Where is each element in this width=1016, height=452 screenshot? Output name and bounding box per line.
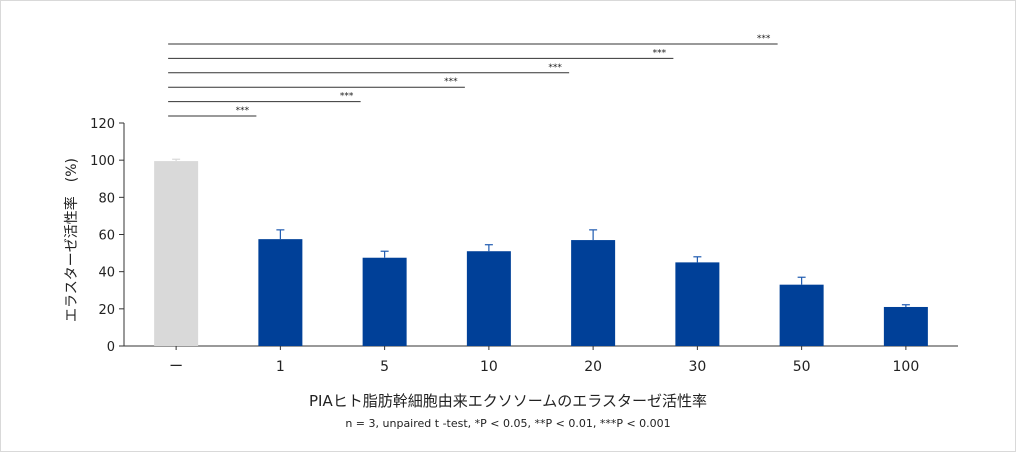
y-tick-label: 40	[98, 266, 115, 281]
y-axis-label: エラスターゼ活性率 (%)	[63, 158, 80, 322]
x-tick-label: 10	[480, 359, 498, 375]
y-tick-label: 20	[98, 303, 115, 318]
x-tick-label: 20	[584, 359, 602, 375]
y-tick-label: 120	[90, 117, 115, 132]
statistics-note: n = 3, unpaired t -test, *P < 0.05, **P …	[345, 417, 671, 430]
significance-brackets: *** *** *** *** *** ***	[168, 34, 778, 117]
y-tick-label: 0	[107, 340, 115, 355]
significance-label: ***	[653, 48, 667, 58]
x-tick-label: 30	[688, 359, 706, 375]
bar	[258, 239, 303, 346]
x-tick-label: 50	[793, 359, 811, 375]
significance-label: ***	[340, 92, 354, 102]
y-tick-label: 80	[98, 191, 115, 206]
bar	[362, 257, 407, 346]
x-ticks: ー 1 5 10 20 30 50 100	[169, 346, 919, 375]
bar	[675, 262, 720, 346]
bar	[154, 161, 199, 346]
y-tick-label: 100	[90, 154, 115, 169]
x-tick-label: 1	[276, 359, 285, 375]
bar	[883, 306, 928, 346]
x-axis-label: PIAヒト脂肪幹細胞由来エクソソームのエラスターゼ活性率	[309, 392, 707, 410]
x-tick-label: 100	[893, 359, 920, 375]
y-tick-label: 60	[98, 229, 115, 244]
bar	[571, 240, 616, 346]
significance-label: ***	[236, 106, 250, 116]
bar	[779, 284, 824, 346]
bars	[154, 161, 928, 346]
bar	[466, 251, 511, 346]
x-tick-label: ー	[169, 359, 183, 375]
significance-label: ***	[757, 34, 771, 44]
error-bars	[172, 158, 910, 307]
significance-label: ***	[444, 77, 458, 87]
x-tick-label: 5	[380, 359, 389, 375]
axes	[123, 123, 958, 347]
significance-label: ***	[548, 63, 562, 73]
y-ticks: 0 20 40 60 80 100 120	[90, 117, 124, 355]
